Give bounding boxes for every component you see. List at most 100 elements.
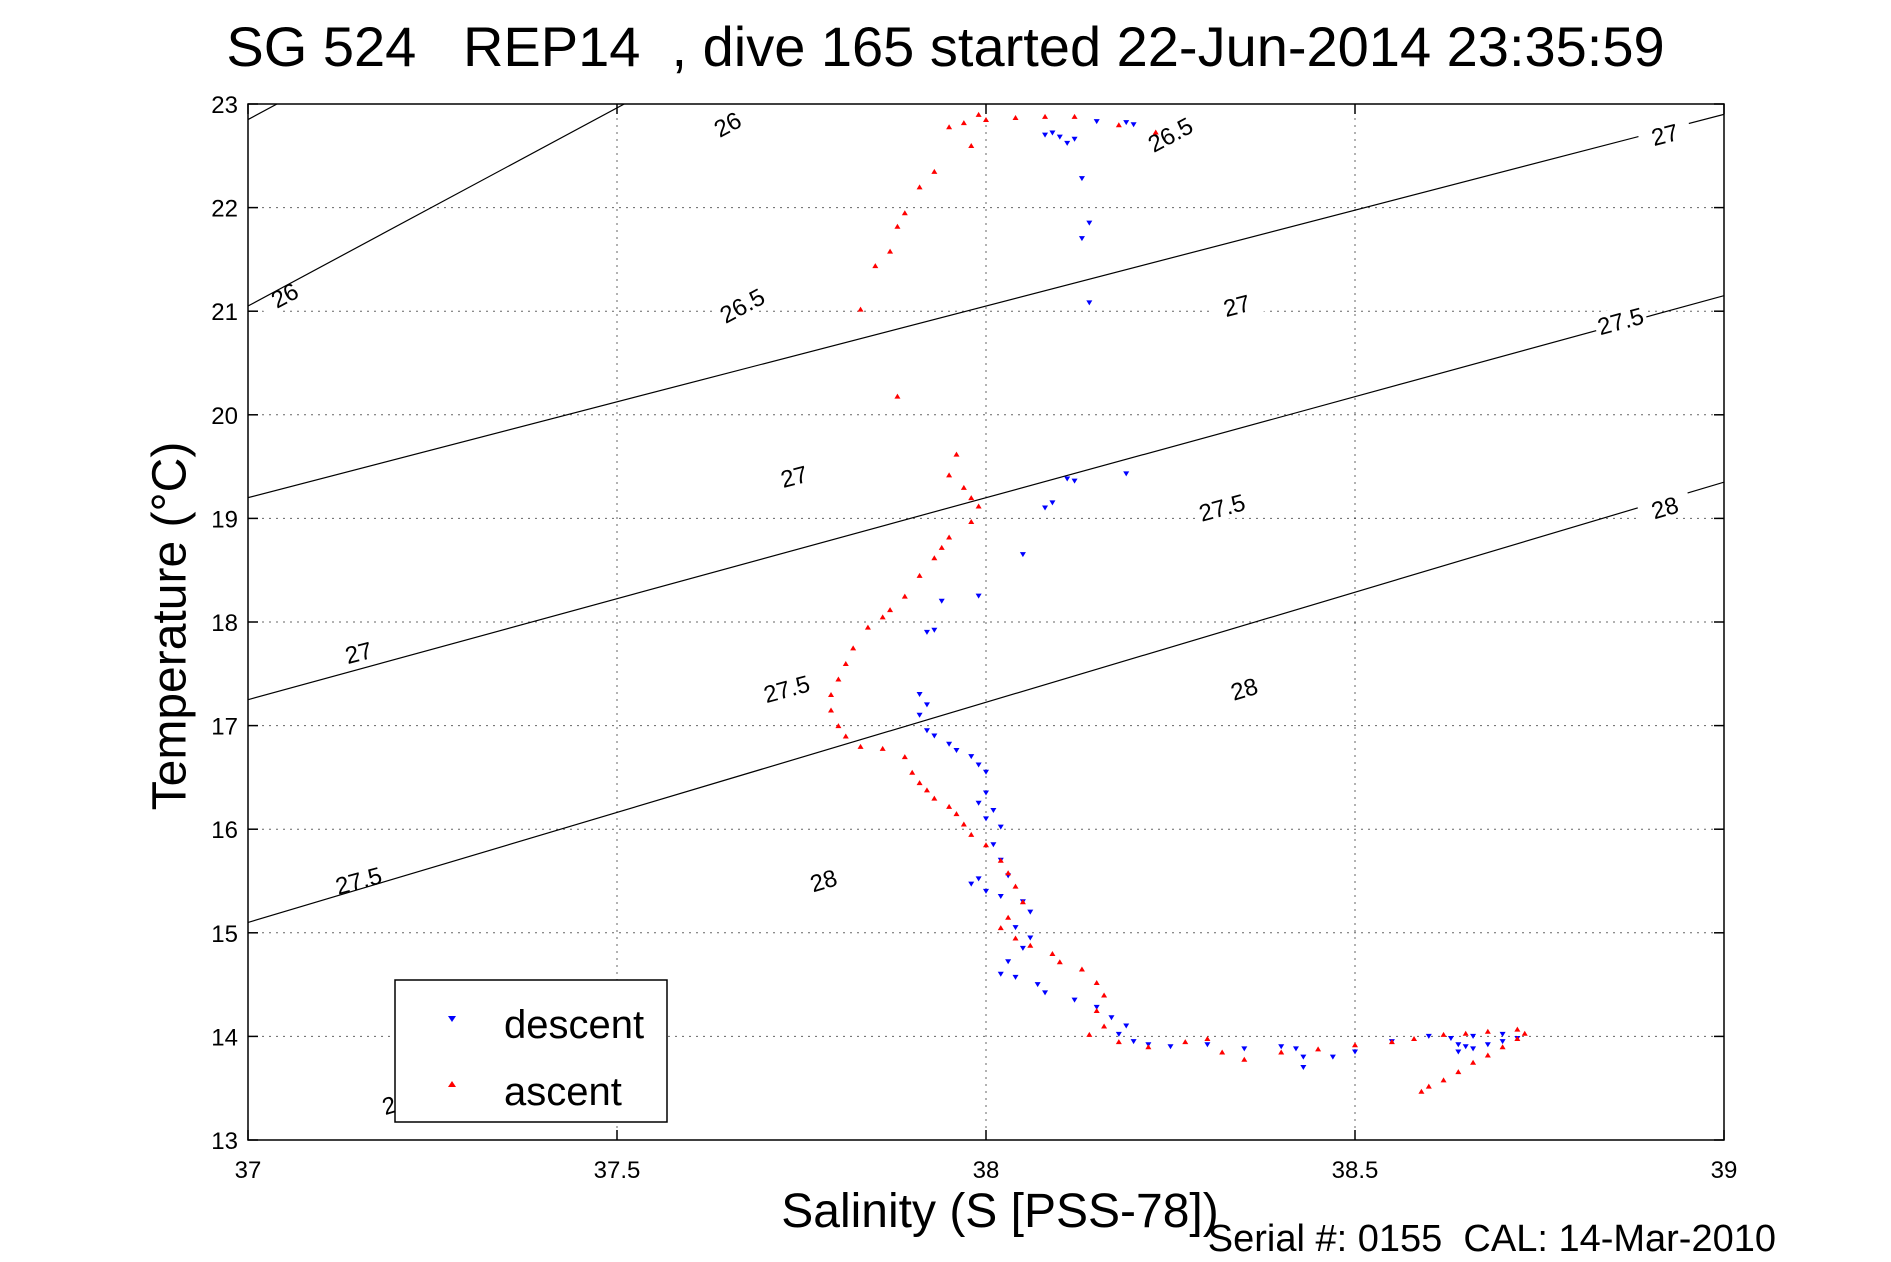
descent-point: [931, 627, 938, 633]
ascent-point: [1484, 1052, 1491, 1058]
descent-point: [1130, 122, 1137, 128]
descent-point: [1042, 505, 1049, 511]
x-tick-label: 38.5: [1332, 1157, 1379, 1184]
y-tick-label: 13: [211, 1128, 238, 1155]
descent-point: [953, 747, 960, 753]
contour-label-bg: [698, 104, 757, 148]
descent-point: [1078, 176, 1085, 182]
ascent-point: [946, 803, 953, 809]
ascent-point: [1352, 1042, 1358, 1048]
ascent-point: [916, 184, 923, 190]
ascent-point: [1042, 113, 1049, 119]
descent-point: [946, 741, 953, 747]
serial-cal-footer: Serial #: 0155 CAL: 14-Mar-2010: [1207, 1218, 1776, 1260]
ascent-point: [894, 393, 901, 399]
ascent-point: [857, 306, 864, 312]
descent-point: [1005, 959, 1012, 965]
ascent-point: [1056, 959, 1063, 965]
ascent-point: [1078, 966, 1085, 972]
descent-point: [1108, 1015, 1115, 1021]
isopycnal-line: [248, 113, 1724, 499]
ascent-point: [1425, 1083, 1432, 1089]
contour-label-bg: [1636, 114, 1694, 154]
ascent-point: [828, 707, 835, 713]
ascent-point: [901, 593, 908, 599]
ascent-point: [931, 168, 938, 174]
legend-ascent-marker: [448, 1081, 456, 1087]
x-tick-label: 39: [1711, 1157, 1738, 1184]
descent-point: [975, 876, 982, 882]
descent-point: [975, 762, 982, 768]
descent-point: [1278, 1044, 1285, 1050]
descent-point: [1462, 1044, 1469, 1050]
ascent-point: [1455, 1069, 1462, 1075]
ascent-point: [1086, 1031, 1093, 1037]
contour-label: 27: [778, 461, 811, 494]
descent-point: [916, 712, 923, 718]
ascent-point: [894, 223, 901, 229]
ascent-point: [1278, 1049, 1285, 1055]
descent-point: [1093, 119, 1100, 125]
descent-point: [975, 593, 982, 599]
descent-point: [1470, 1046, 1477, 1052]
isopycnal-line: [248, 295, 1724, 701]
ascent-point: [1049, 951, 1056, 957]
descent-point: [1012, 974, 1019, 980]
tick-labels: 37 37.5 38 38.5 39 13 14 15 16 17 18 19 20 21 22 23: [211, 92, 1737, 1184]
ascent-point: [960, 484, 967, 490]
descent-point: [1064, 140, 1071, 146]
ascent-point: [842, 733, 849, 739]
ascent-point: [842, 660, 849, 666]
ascent-point: [983, 117, 989, 123]
descent-point: [931, 733, 938, 739]
contour-label-bg: [794, 860, 852, 900]
ascent-point: [997, 925, 1004, 931]
contour-label-bg: [712, 281, 772, 329]
descent-point: [983, 888, 989, 894]
ascent-point: [887, 607, 894, 613]
ascent-point: [1484, 1028, 1491, 1034]
ascent-point: [1440, 1077, 1447, 1083]
descent-point: [1064, 476, 1071, 482]
ascent-point: [879, 745, 886, 751]
y-tick-label: 21: [211, 299, 238, 326]
ascent-point: [1101, 1023, 1108, 1029]
ascent-point: [968, 495, 975, 501]
ascent-point: [916, 572, 923, 578]
ascent-point: [1204, 1035, 1211, 1041]
ascent-point: [909, 769, 916, 775]
ascent-point: [1145, 1044, 1152, 1050]
ascent-point: [946, 472, 953, 478]
descent-point: [997, 971, 1004, 977]
descent-point: [1019, 945, 1026, 951]
descent-point: [1093, 1004, 1100, 1010]
ascent-point: [1241, 1056, 1248, 1062]
legend-ascent-label: ascent: [504, 1070, 622, 1114]
isopycnal-line: [248, 481, 1724, 924]
descent-point: [1425, 1033, 1432, 1039]
legend: descent ascent: [394, 979, 668, 1123]
ascent-point: [835, 723, 842, 729]
ascent-point: [1315, 1046, 1322, 1052]
legend-descent-label: descent: [504, 1003, 644, 1047]
ascent-point: [901, 210, 908, 216]
ascent-point: [1115, 122, 1122, 128]
contour-label-bg: [255, 271, 314, 319]
descent-point: [1455, 1042, 1462, 1048]
y-tick-label: 16: [211, 817, 238, 844]
ascent-point: [872, 263, 879, 269]
ascent-point: [1005, 870, 1012, 876]
legend-box: [394, 979, 668, 1123]
descent-point: [1115, 1031, 1122, 1037]
ascent-point: [1182, 1039, 1189, 1045]
contour-label-bg: [1591, 301, 1649, 340]
ascent-point: [975, 111, 982, 117]
descent-point: [990, 808, 997, 814]
ascent-point: [946, 124, 953, 130]
descent-point: [983, 769, 989, 775]
descent-point: [1123, 120, 1130, 126]
ascent-point: [1499, 1044, 1506, 1050]
ascent-point: [938, 544, 945, 550]
ascent-point: [1012, 114, 1019, 120]
